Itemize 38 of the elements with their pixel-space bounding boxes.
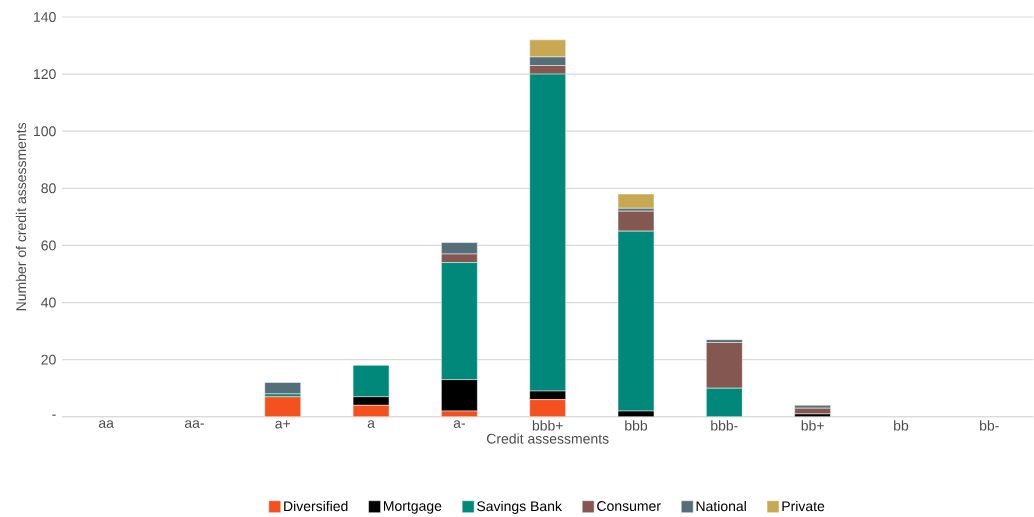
bar [706, 388, 743, 417]
x-tick-label: aa [98, 420, 114, 429]
bar [352, 365, 390, 398]
legend-label: National [696, 501, 746, 512]
y-tick-label: 100 [34, 126, 56, 137]
x-tick-label: bbb [625, 420, 648, 431]
y-tick-label: - [52, 414, 56, 416]
bar [529, 74, 566, 392]
x-tick-label: a- [453, 420, 465, 429]
bar [617, 231, 655, 412]
legend-label: Savings Bank [477, 501, 562, 515]
y-tick-label: 60 [41, 240, 56, 251]
y-tick-label: 140 [34, 12, 56, 23]
legend-label: Private [782, 501, 825, 512]
bar [441, 262, 478, 381]
y-tick-label: 80 [41, 183, 56, 194]
x-tick-label: a [367, 420, 375, 429]
x-tick-label: a+ [275, 420, 291, 429]
legend-label: Mortgage [383, 501, 442, 514]
x-tick-label: bbb- [711, 420, 738, 431]
x-tick-label: bb [894, 420, 909, 431]
x-axis-title: Credit assessments [486, 433, 609, 444]
bar [529, 399, 566, 417]
y-tick-label: 40 [41, 297, 56, 308]
bar [794, 405, 831, 409]
x-tick-label: aa- [184, 420, 204, 429]
legend-label: Diversified [284, 501, 348, 512]
bar [441, 379, 478, 412]
x-tick-label: bb- [980, 420, 999, 431]
y-axis-title: Number of credit assessments [15, 123, 27, 311]
x-tick-label: bb+ [801, 420, 824, 431]
bar [617, 211, 655, 232]
bar [617, 194, 655, 209]
x-tick-label: bbb+ [532, 420, 563, 431]
y-tick-label: 20 [41, 354, 56, 365]
y-tick-label: 120 [34, 69, 56, 80]
bar [264, 396, 301, 417]
legend-label: Consumer [597, 501, 661, 512]
